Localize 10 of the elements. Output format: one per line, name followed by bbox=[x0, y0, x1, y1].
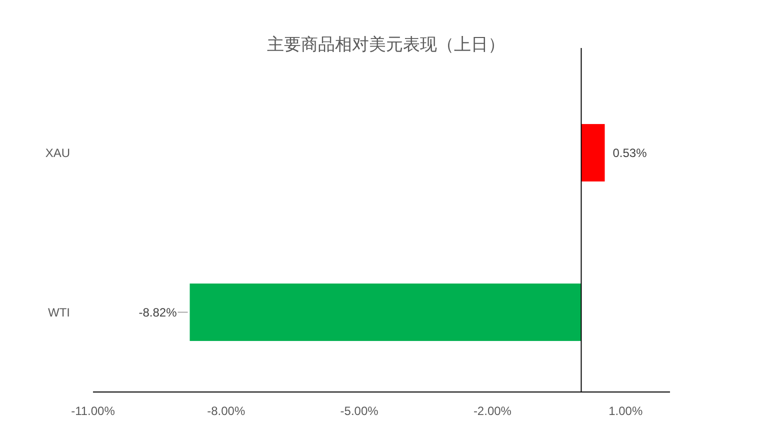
chart-title: 主要商品相对美元表现（上日） bbox=[267, 35, 505, 54]
data-label: -8.82% bbox=[138, 305, 178, 320]
x-tick-label: 1.00% bbox=[608, 404, 643, 418]
y-tick-label: WTI bbox=[48, 305, 70, 320]
x-tick-label: -8.00% bbox=[207, 404, 246, 418]
x-tick-label: -2.00% bbox=[473, 404, 512, 418]
y-tick-label: XAU bbox=[45, 146, 70, 160]
data-label: 0.53% bbox=[612, 146, 648, 160]
x-tick-label: -11.00% bbox=[71, 404, 116, 418]
x-tick-label: -5.00% bbox=[340, 404, 379, 418]
